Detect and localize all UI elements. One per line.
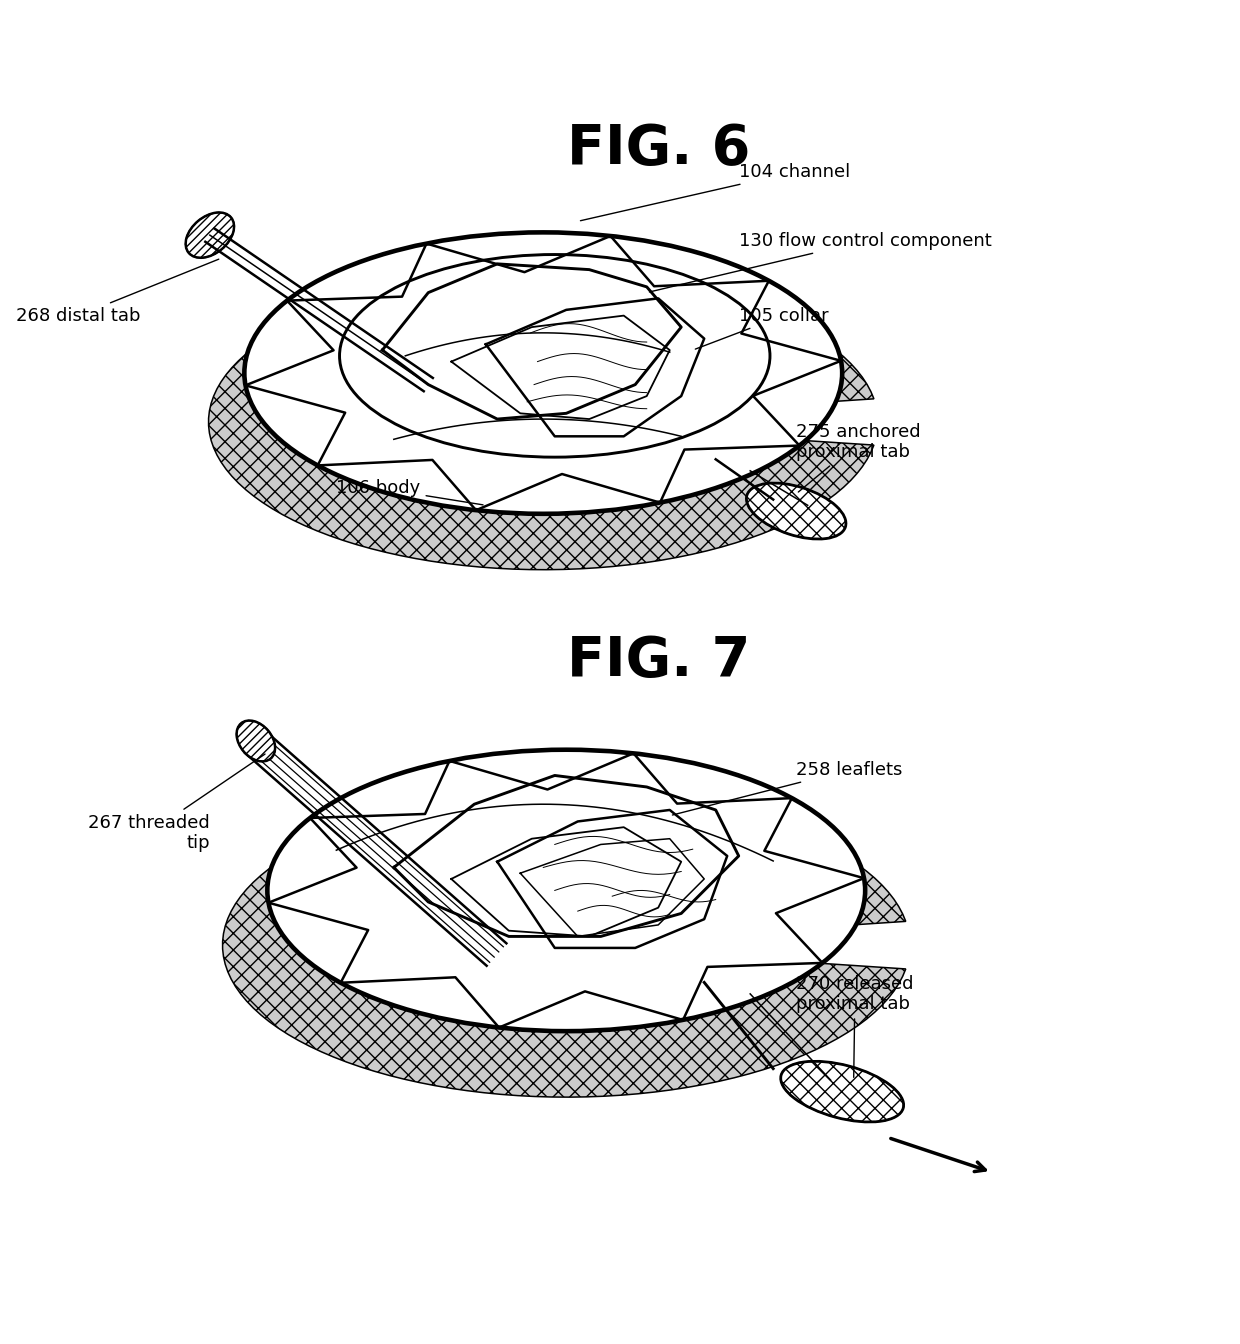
Text: 268 distal tab: 268 distal tab <box>16 259 218 325</box>
Text: FIG. 6: FIG. 6 <box>567 122 750 176</box>
Polygon shape <box>223 793 905 1097</box>
Polygon shape <box>208 274 874 570</box>
Ellipse shape <box>746 482 846 539</box>
Text: 105 collar: 105 collar <box>696 306 828 349</box>
Text: 130 flow control component: 130 flow control component <box>650 233 992 292</box>
Polygon shape <box>268 750 866 1031</box>
Text: 104 channel: 104 channel <box>580 163 849 220</box>
Ellipse shape <box>186 212 234 258</box>
Text: 106 body: 106 body <box>336 478 484 505</box>
Text: FIG. 7: FIG. 7 <box>567 633 750 688</box>
Ellipse shape <box>781 1062 904 1122</box>
Text: 258 leaflets: 258 leaflets <box>672 761 903 814</box>
Text: 270 released
proximal tab: 270 released proximal tab <box>796 974 914 1078</box>
Polygon shape <box>244 233 842 513</box>
Text: 267 threaded
tip: 267 threaded tip <box>88 754 265 852</box>
Ellipse shape <box>237 720 275 762</box>
Text: 275 anchored
proximal tab: 275 anchored proximal tab <box>796 422 921 492</box>
